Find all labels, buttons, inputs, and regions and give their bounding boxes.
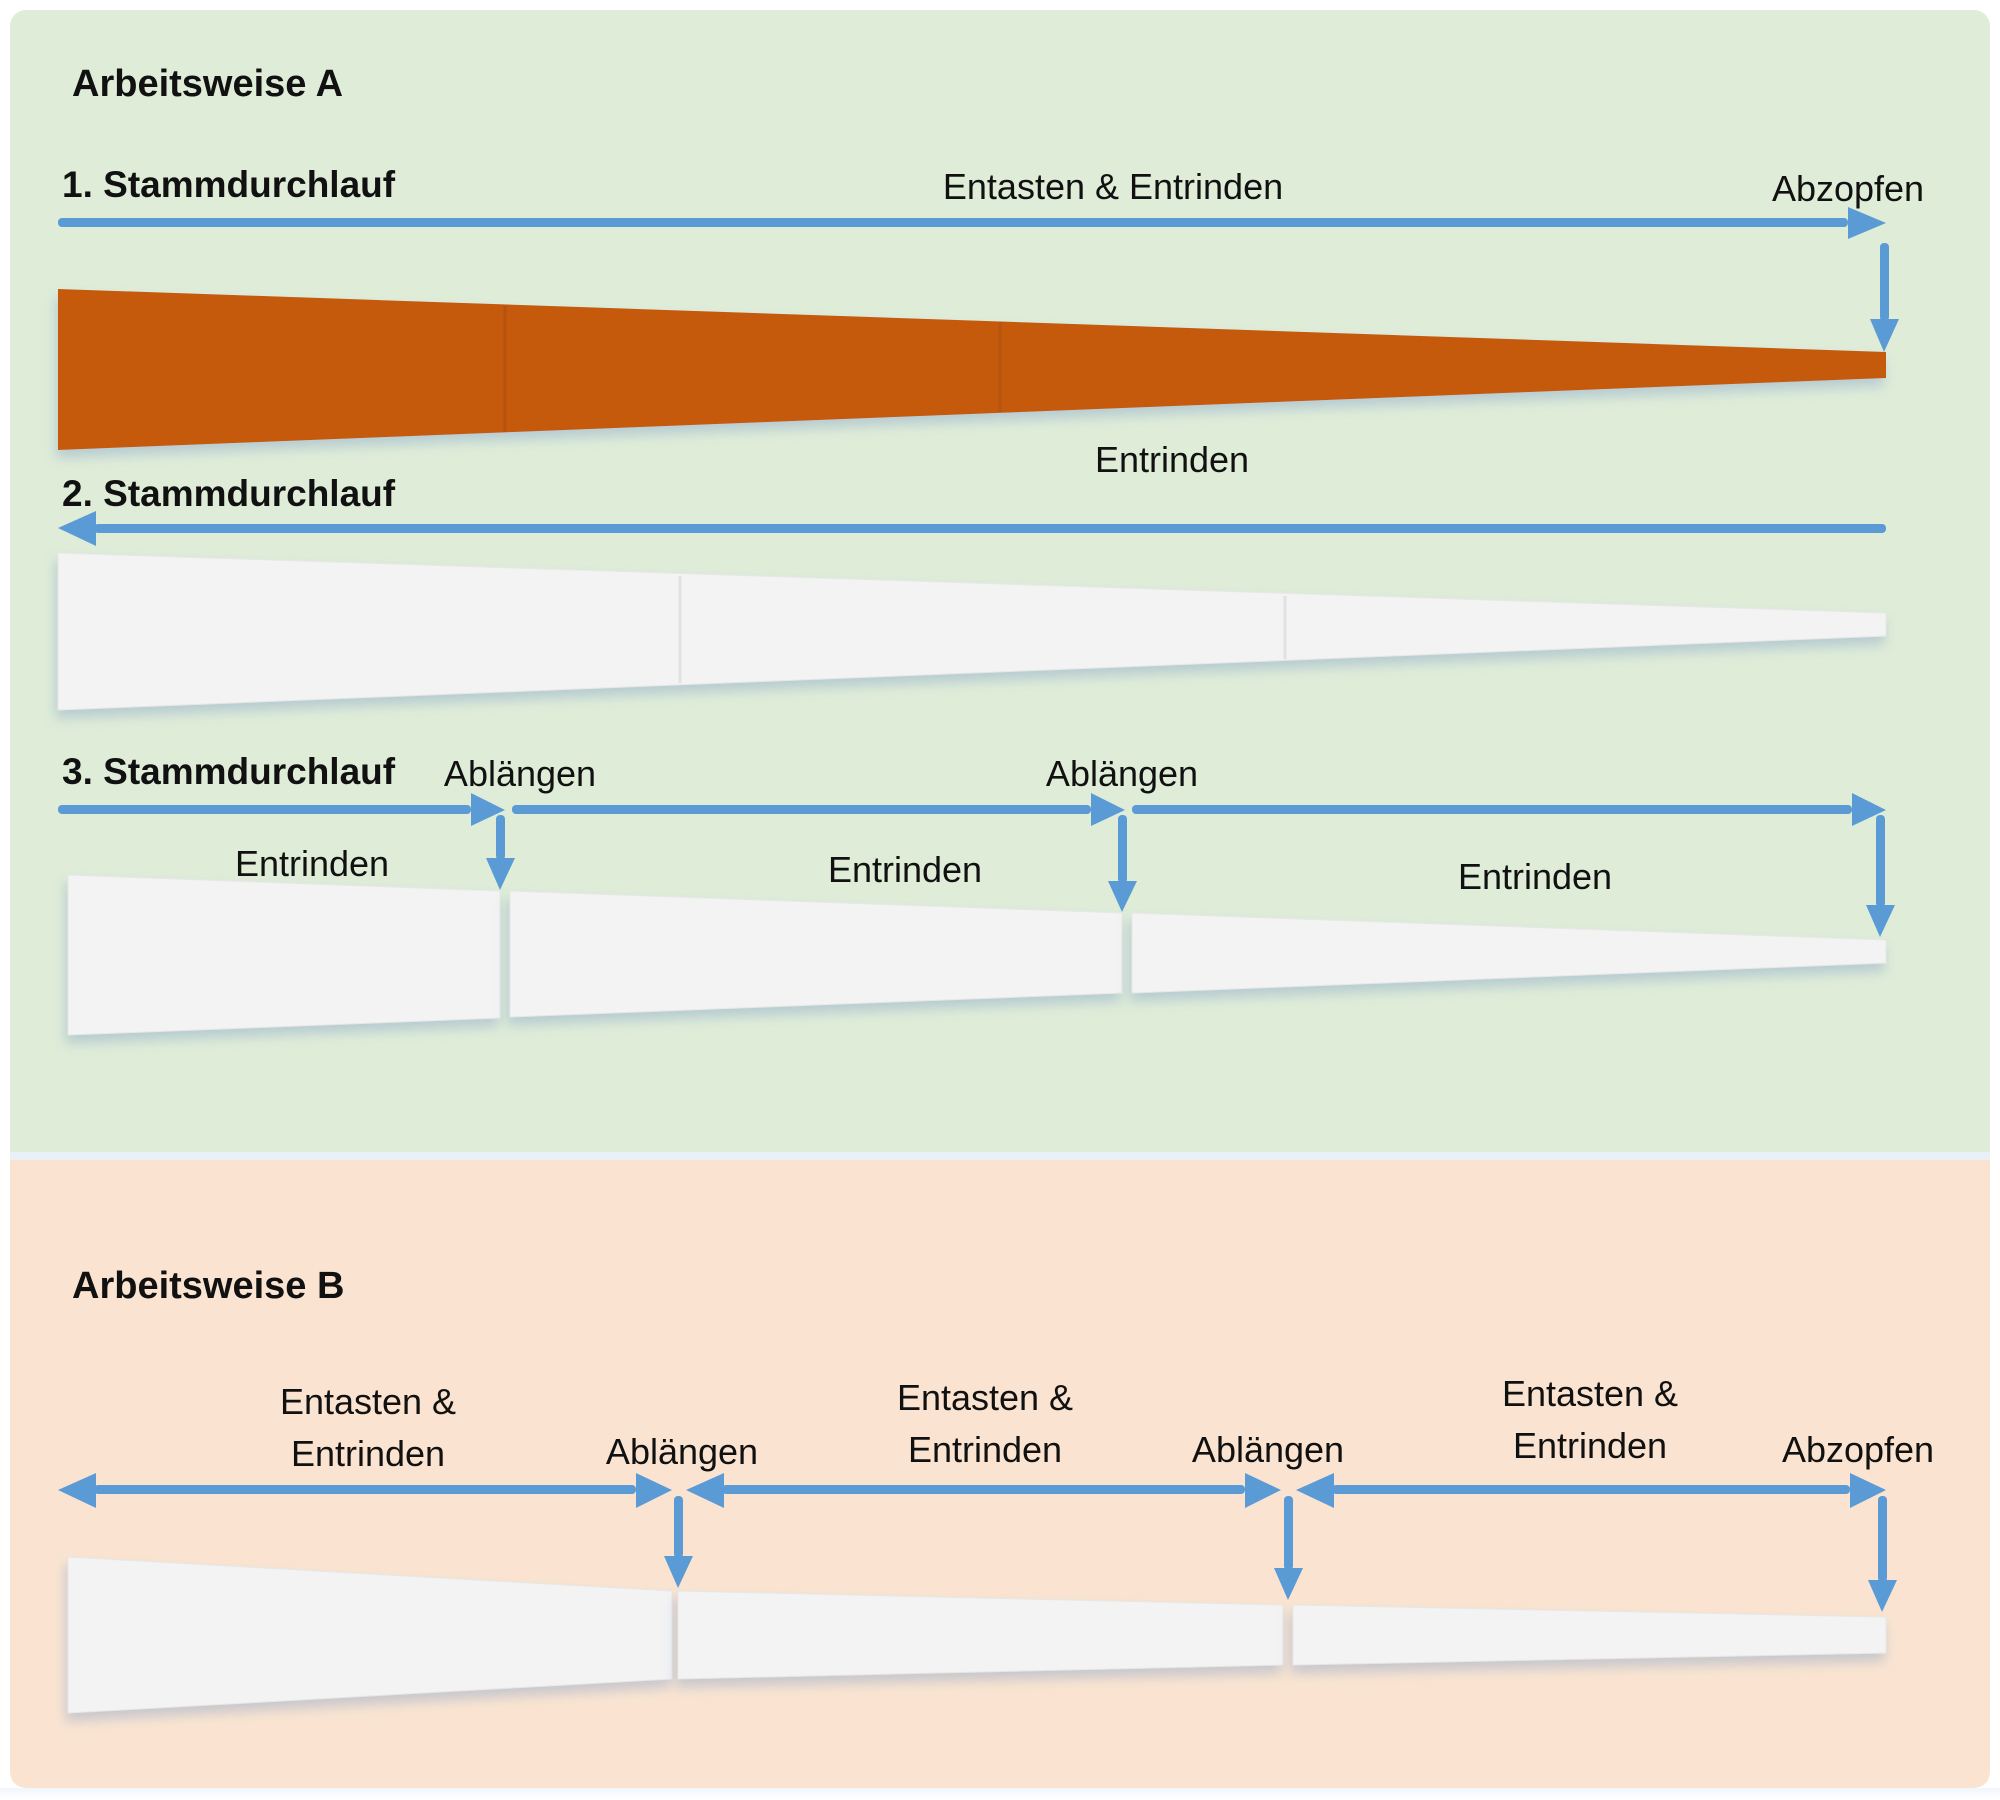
down-arrow-abzopfen-b — [1868, 1496, 1897, 1612]
b-segment1-label-line2: Entrinden — [290, 1433, 446, 1474]
pass3-label: 3. Stammdurchlauf — [62, 751, 396, 792]
b-segment2-label-line2: Entrinden — [907, 1429, 1063, 1470]
pass3-cut2-label: Ablängen — [1045, 753, 1199, 794]
down-arrow-cut1-a — [486, 815, 515, 890]
log-full-bark — [58, 289, 1886, 450]
pass3-cut1-label: Ablängen — [443, 753, 597, 794]
section-b-title: Arbeitsweise B — [72, 1265, 345, 1307]
arrow-pass3-seg1 — [58, 793, 505, 826]
log-b-segment-2 — [677, 1590, 1284, 1680]
arrow-b-seg2 — [686, 1473, 1281, 1508]
b-cut1-label: Ablängen — [605, 1431, 759, 1472]
bottom-edge-glow — [0, 1788, 2000, 1800]
pass2-action-label: Entrinden — [1094, 439, 1250, 480]
pass3-segment2-label: Entrinden — [827, 849, 983, 890]
log-a-segment-3 — [1131, 912, 1887, 994]
b-cut2-label: Ablängen — [1191, 1429, 1345, 1470]
b-segment3-label-line1: Entasten & — [1501, 1373, 1679, 1414]
log-b-segment-1 — [67, 1556, 673, 1714]
pass3-segment1-label: Entrinden — [234, 843, 390, 884]
pass2-label: 2. Stammdurchlauf — [62, 473, 396, 514]
pass3-segment3-label: Entrinden — [1457, 856, 1613, 897]
b-segment1-label-line1: Entasten & — [279, 1381, 457, 1422]
arrow-pass2 — [58, 511, 1886, 546]
panel-divider — [10, 1152, 1990, 1160]
arrow-b-seg1 — [58, 1473, 672, 1508]
b-segment3-label-line2: Entrinden — [1512, 1425, 1668, 1466]
pass1-action-label: Entasten & Entrinden — [942, 166, 1284, 207]
arrow-b-seg3 — [1296, 1473, 1886, 1508]
pass1-end-label: Abzopfen — [1771, 168, 1925, 209]
log-a-segment-2 — [509, 890, 1123, 1018]
pass1-label: 1. Stammdurchlauf — [62, 164, 396, 205]
log-debarked — [57, 552, 1887, 711]
section-a-title: Arbeitsweise A — [72, 63, 344, 105]
down-arrow-cut2-b — [1274, 1496, 1303, 1600]
b-end-label: Abzopfen — [1781, 1429, 1935, 1470]
arrow-pass3-seg3 — [1132, 793, 1886, 826]
log-a-segment-1 — [67, 874, 501, 1036]
down-arrow-cut1-b — [664, 1496, 693, 1588]
down-arrow-cut2-a — [1108, 815, 1137, 912]
arrow-pass3-seg2 — [512, 793, 1125, 826]
b-segment2-label-line1: Entasten & — [896, 1377, 1074, 1418]
log-b-segment-3 — [1292, 1604, 1887, 1666]
down-arrow-end-a — [1866, 815, 1895, 937]
arrow-pass1 — [58, 207, 1886, 239]
down-arrow-abzopfen-a — [1870, 243, 1899, 352]
